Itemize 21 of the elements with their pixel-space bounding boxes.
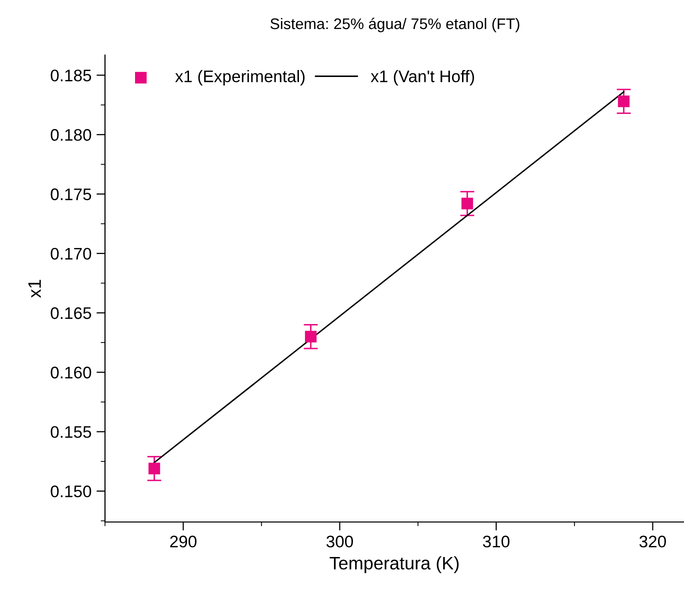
- chart-title: Sistema: 25% água/ 75% etanol (FT): [270, 18, 520, 32]
- y-tick-label: 0.160: [50, 366, 92, 378]
- x-tick-label: 290: [170, 536, 196, 548]
- y-tick-label: 0.165: [50, 307, 92, 320]
- x-tick-label: 320: [639, 536, 666, 548]
- y-tick-label: 0.185: [50, 70, 92, 82]
- x-tick-label: 300: [326, 536, 353, 548]
- y-tick-label: 0.150: [50, 486, 92, 498]
- legend-label: x1 (Experimental): [175, 70, 305, 86]
- point: [304, 330, 317, 342]
- legend-label: x1 (Van't Hoff): [370, 70, 474, 86]
- y-tick-label: 0.180: [50, 129, 92, 141]
- y-tick-label: 0.175: [50, 188, 92, 200]
- point: [148, 462, 160, 474]
- x-tick-label: 310: [482, 536, 510, 548]
- x-axis-title: Temperatura (K): [330, 556, 459, 574]
- y-axis-title: x1: [28, 280, 41, 298]
- y-tick-label: 0.155: [50, 426, 92, 438]
- point: [618, 96, 630, 108]
- y-tick-label: 0.170: [50, 248, 92, 260]
- point: [461, 198, 474, 210]
